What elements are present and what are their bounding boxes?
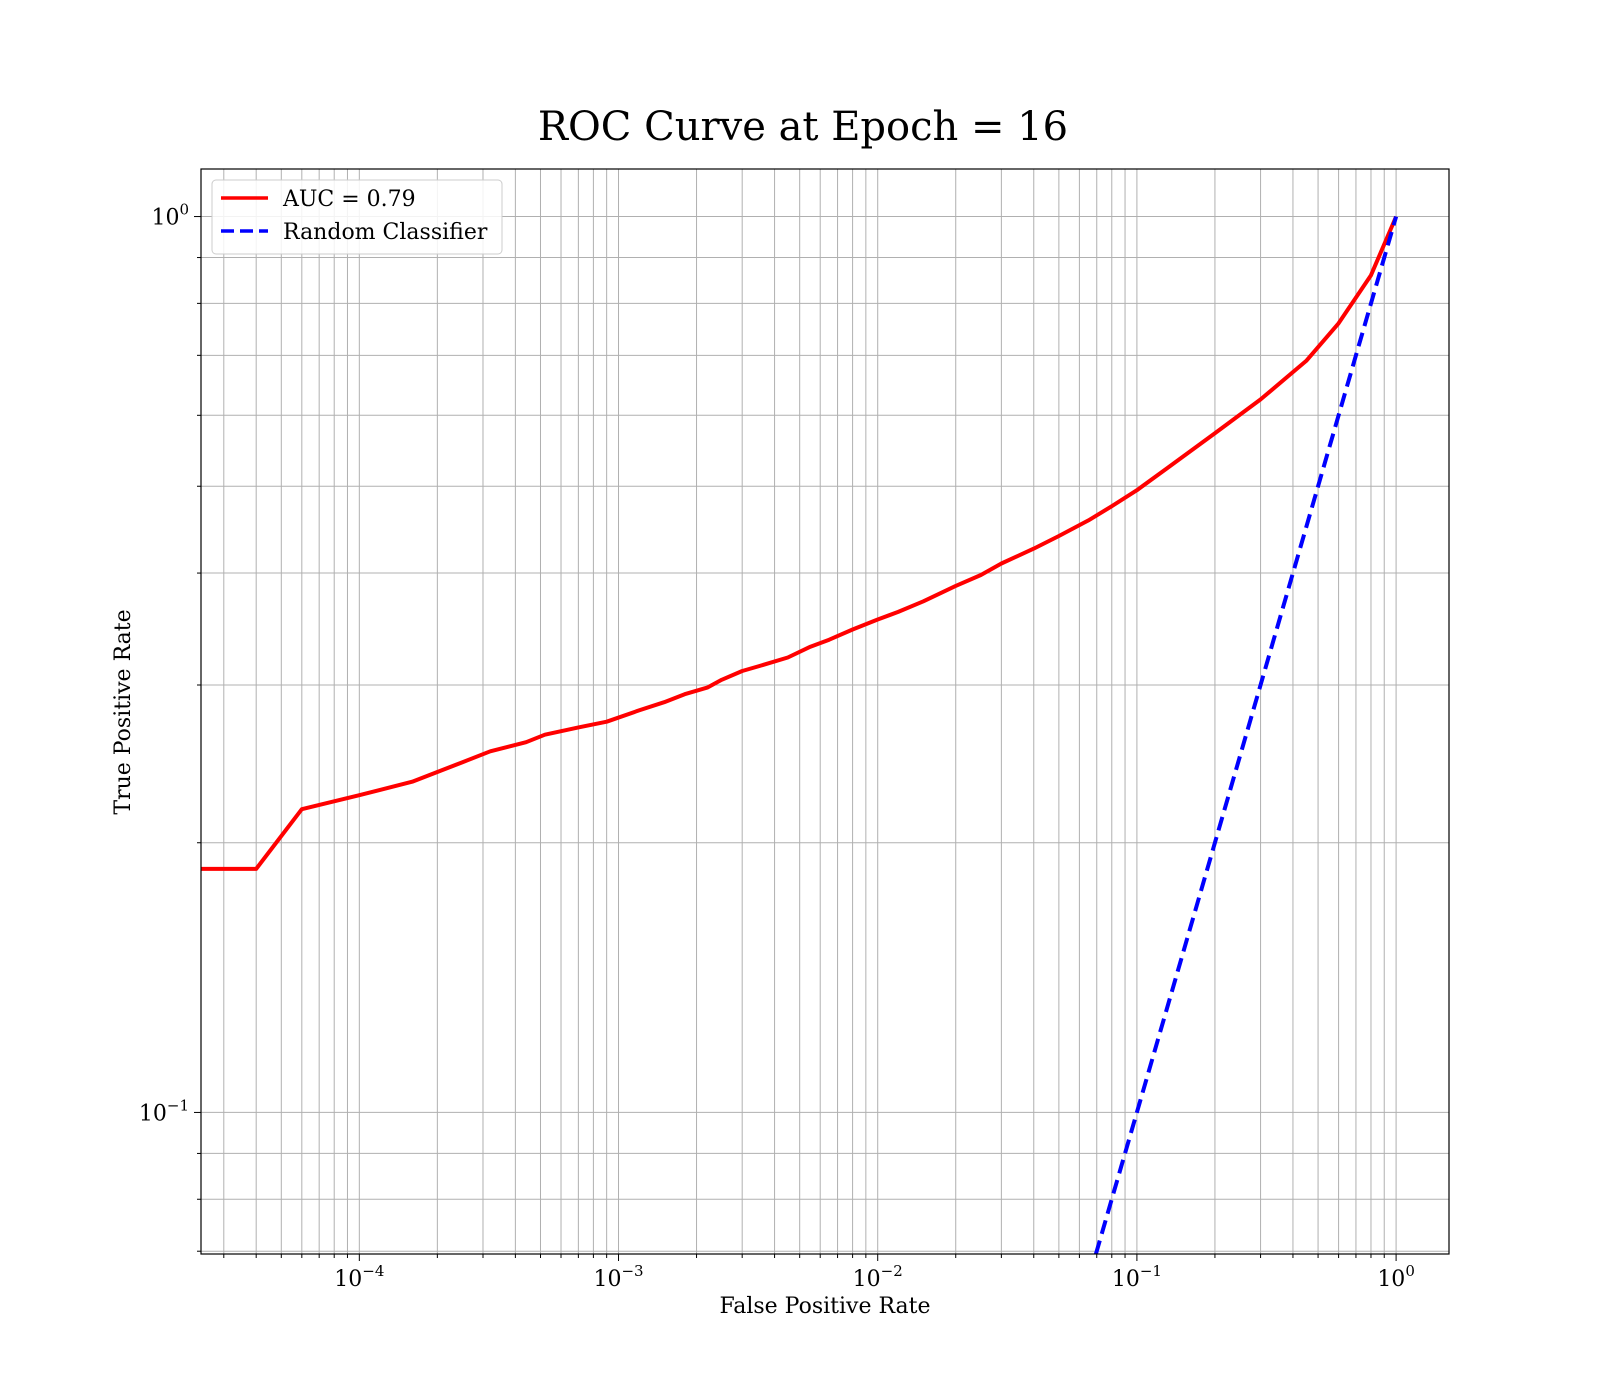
x-tick-label: 10−4: [334, 1262, 384, 1292]
chart-title: ROC Curve at Epoch = 16: [538, 104, 1068, 150]
plot-frame: [200, 168, 1450, 1255]
random-classifier-line: [1093, 216, 1399, 1255]
x-tick-label: 10−1: [1112, 1262, 1162, 1292]
roc-curve-line: [201, 215, 1398, 871]
grid-layer: [201, 169, 1449, 1254]
x-tick-label: 10−2: [853, 1262, 903, 1292]
legend-label-random: Random Classifier: [283, 220, 488, 245]
y-tick-label: 100: [151, 201, 189, 231]
legend-label-auc: AUC = 0.79: [282, 187, 416, 212]
y-tick-label: 10−1: [139, 1096, 189, 1126]
legend: AUC = 0.79 Random Classifier: [211, 179, 503, 255]
x-tick-label: 100: [1377, 1262, 1415, 1292]
series-layer: [201, 215, 1399, 1255]
x-tick-label: 10−3: [593, 1262, 643, 1292]
x-axis-label: False Positive Rate: [719, 1294, 930, 1319]
tick-layer: 10−4 10−3 10−2 10−1 100 10−1 100: [139, 201, 1415, 1292]
y-axis-label: True Positive Rate: [111, 609, 136, 814]
legend-box: [211, 179, 503, 255]
